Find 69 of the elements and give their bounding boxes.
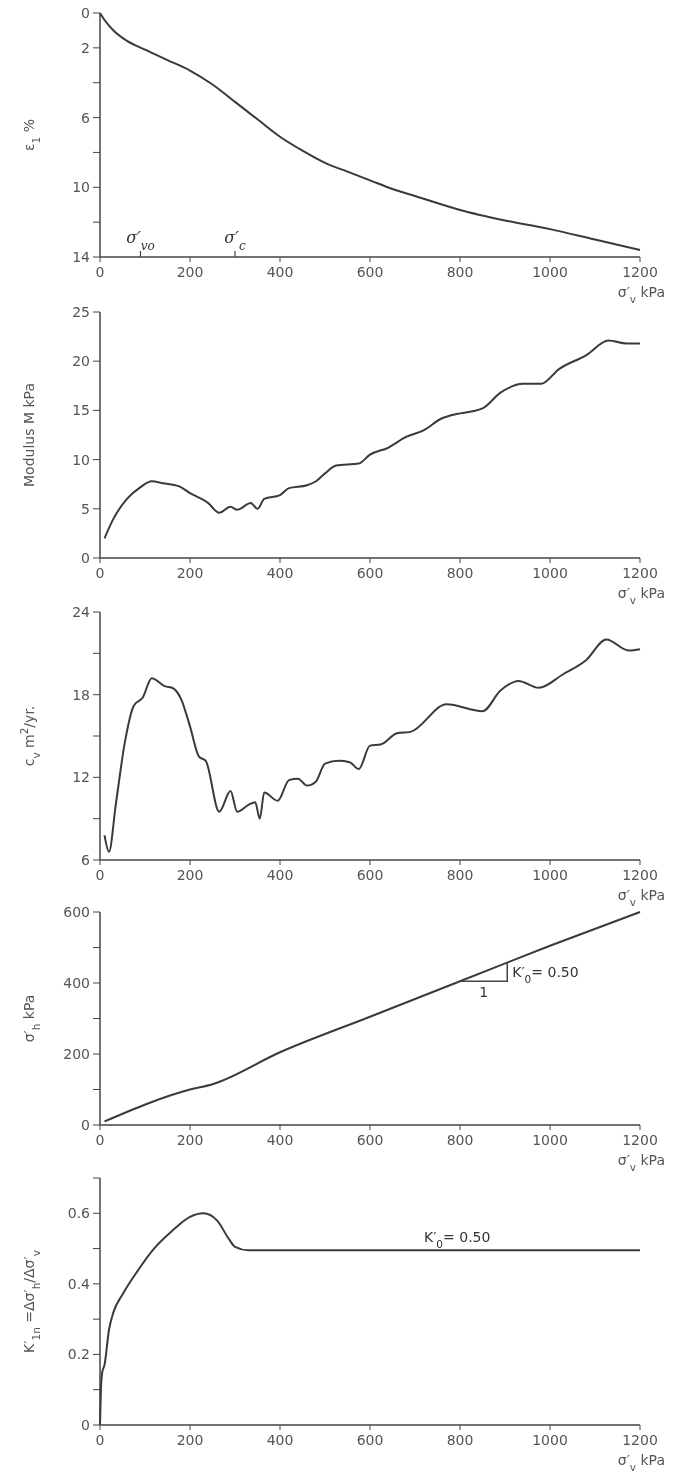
- y-tick-label: 200: [63, 1046, 90, 1062]
- x-tick-label: 400: [266, 565, 294, 581]
- y-tick-label: 24: [72, 604, 91, 620]
- x-tick-label: 0: [95, 1432, 105, 1448]
- y-tick-label: 0.2: [67, 1346, 90, 1363]
- y-tick-label: 0.4: [67, 1275, 91, 1292]
- annotation: σ′$_{c}$: [224, 228, 246, 253]
- x-tick-label: 1200: [622, 1132, 658, 1148]
- x-tick-label: 1200: [622, 264, 658, 280]
- x-tick-label: 800: [446, 264, 474, 280]
- y-tick-label: 18: [72, 686, 90, 703]
- x-tick-label: 600: [356, 1432, 384, 1448]
- x-tick-label: 1200: [622, 565, 658, 581]
- x-tick-label: 200: [176, 1432, 204, 1448]
- x-tick-label: 400: [266, 1432, 294, 1448]
- x-tick-label: 1200: [622, 1432, 658, 1448]
- x-axis-title: σ′$_{v}$ kPa: [617, 284, 665, 305]
- annotation: 1: [479, 984, 489, 1001]
- y-tick-label: 0: [81, 1417, 90, 1433]
- x-tick-label: 400: [266, 867, 294, 883]
- x-tick-label: 1200: [622, 867, 658, 883]
- x-tick-label: 1000: [532, 1132, 568, 1148]
- x-axis-title: σ′$_{v}$ kPa: [617, 1152, 665, 1173]
- x-tick-label: 800: [446, 1132, 474, 1148]
- y-tick-label: 0: [81, 1117, 90, 1133]
- annotation: σ′$_{vo}$: [126, 228, 155, 253]
- x-tick-label: 600: [356, 565, 384, 581]
- x-tick-label: 0: [95, 565, 105, 581]
- x-tick-label: 1000: [532, 867, 568, 883]
- y-tick-label: 15: [72, 402, 90, 419]
- annotation: K′$_{0}$= 0.50: [512, 963, 579, 985]
- x-tick-label: 200: [176, 264, 204, 280]
- x-tick-label: 800: [446, 565, 474, 581]
- y-tick-label: 0: [81, 550, 90, 566]
- x-tick-label: 200: [176, 565, 204, 581]
- x-tick-label: 0: [95, 867, 105, 883]
- y-tick-label: 5: [81, 500, 90, 517]
- y-tick-label: 10: [72, 451, 90, 468]
- x-tick-label: 600: [356, 867, 384, 883]
- y-tick-label: 2: [81, 39, 90, 56]
- x-tick-label: 600: [356, 1132, 384, 1148]
- y-tick-label: 6: [81, 852, 91, 868]
- y-tick-label: 10: [72, 179, 90, 196]
- y-tick-label: 20: [72, 353, 90, 370]
- x-tick-label: 200: [176, 867, 204, 883]
- x-tick-label: 1000: [532, 1432, 568, 1448]
- y-axis-title: Modulus M kPa: [21, 383, 37, 487]
- x-tick-label: 400: [266, 1132, 294, 1148]
- y-tick-label: 25: [72, 304, 90, 320]
- y-tick-label: 400: [63, 975, 90, 991]
- x-axis-title: σ′$_{v}$ kPa: [617, 585, 665, 606]
- y-tick-label: 600: [63, 904, 90, 920]
- x-tick-label: 800: [446, 867, 474, 883]
- x-axis-title: σ′$_{v}$ kPa: [617, 1452, 665, 1473]
- x-tick-label: 400: [266, 264, 294, 280]
- y-tick-label: 14: [72, 249, 91, 265]
- y-tick-label: 0.6: [67, 1205, 91, 1222]
- y-tick-label: 12: [72, 769, 90, 786]
- x-tick-label: 0: [95, 1132, 105, 1148]
- x-tick-label: 600: [356, 264, 384, 280]
- y-tick-label: 6: [81, 109, 91, 126]
- y-tick-label: 0: [81, 5, 90, 21]
- x-tick-label: 1000: [532, 565, 568, 581]
- annotation: K′$_{0}$= 0.50: [424, 1229, 491, 1251]
- x-tick-label: 0: [95, 264, 105, 280]
- x-tick-label: 1000: [532, 264, 568, 280]
- x-axis-title: σ′$_{v}$ kPa: [617, 887, 665, 908]
- x-tick-label: 200: [176, 1132, 204, 1148]
- x-tick-label: 800: [446, 1432, 474, 1448]
